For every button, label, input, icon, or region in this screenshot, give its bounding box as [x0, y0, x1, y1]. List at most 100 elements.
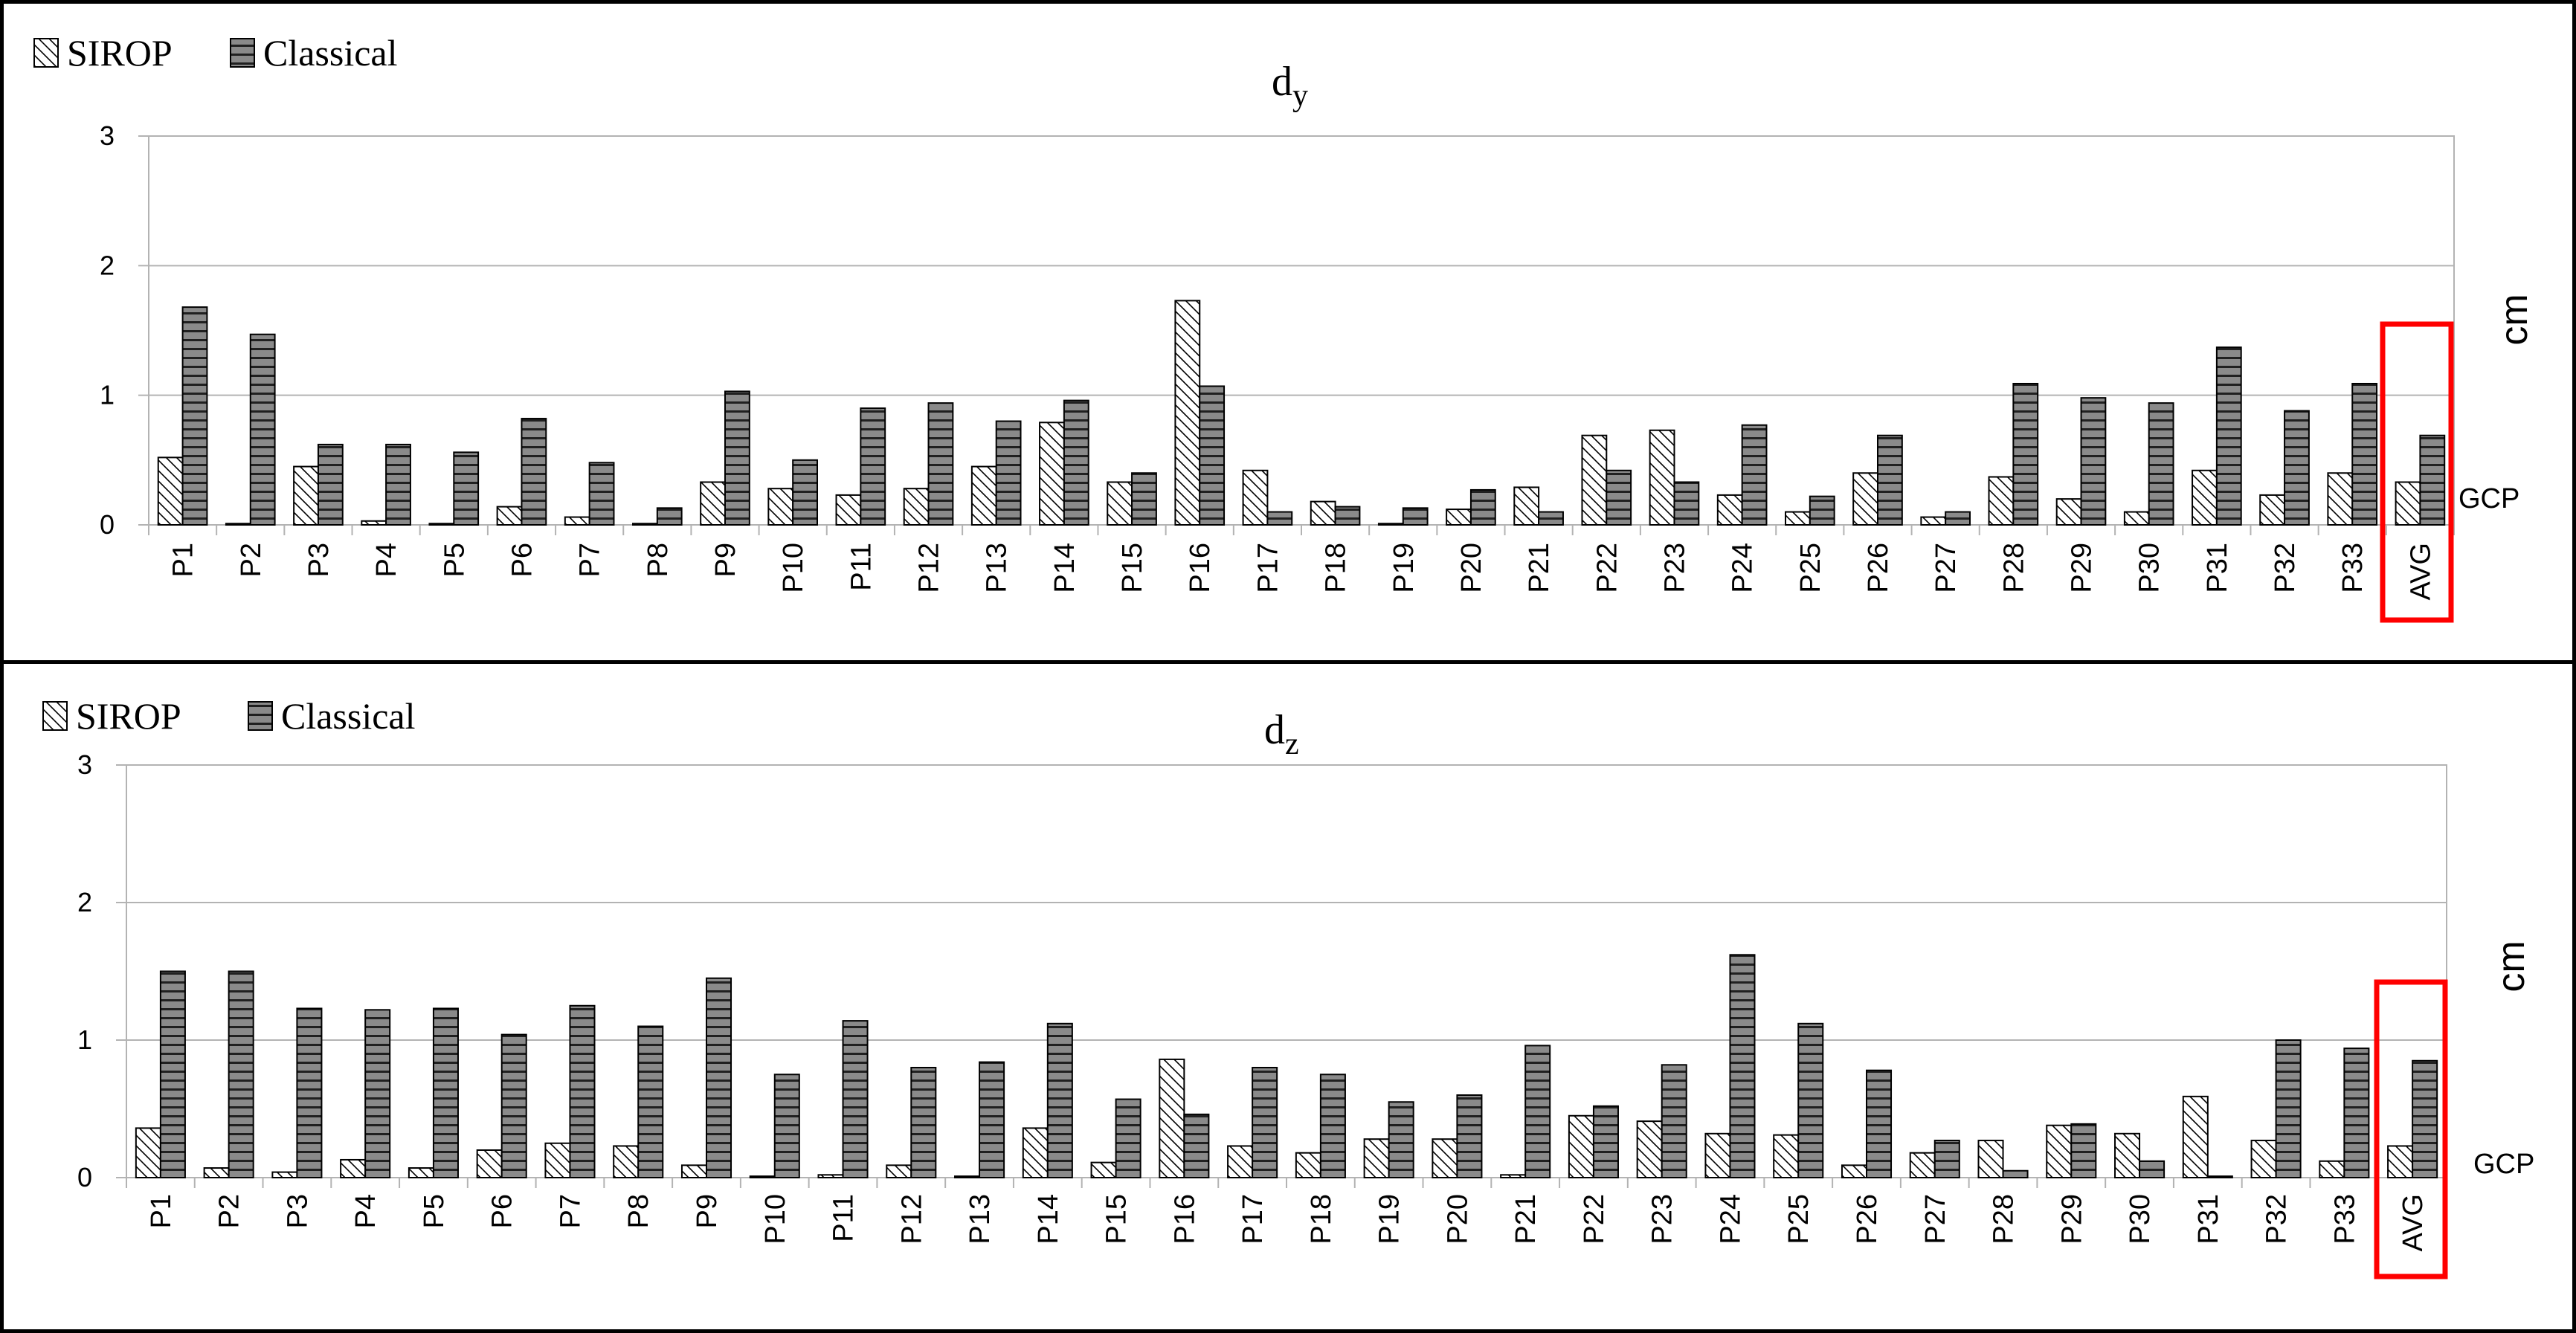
- bar-sirop-p30: [2114, 1132, 2141, 1179]
- bar-sirop-p25: [1785, 511, 1811, 526]
- bar-classical-p15: [1115, 1098, 1142, 1179]
- category-label: P19: [1388, 543, 1420, 593]
- bar-classical-avg: [2419, 434, 2446, 526]
- category-label: P3: [282, 1194, 313, 1228]
- bar-classical-p2: [228, 970, 254, 1178]
- bar-sirop-p10: [749, 1175, 776, 1179]
- bar-classical-p24: [1741, 424, 1768, 526]
- bar-sirop-p15: [1107, 481, 1133, 526]
- bar-sirop-p3: [293, 465, 319, 526]
- bar-sirop-p20: [1432, 1138, 1458, 1178]
- bar-sirop-p10: [767, 488, 794, 526]
- category-label: P1: [146, 1194, 177, 1228]
- bar-sirop-p16: [1159, 1058, 1185, 1179]
- bar-sirop-p9: [680, 1164, 708, 1178]
- category-label: P26: [1863, 543, 1894, 593]
- bar-classical-p7: [588, 462, 615, 526]
- y-tick-label: 2: [77, 887, 92, 917]
- bar-classical-p25: [1797, 1022, 1824, 1179]
- category-label: P30: [2134, 543, 2166, 593]
- bar-classical-p17: [1252, 1067, 1278, 1178]
- bar-classical-p28: [2012, 382, 2039, 526]
- y-tick-label: 0: [100, 509, 115, 540]
- bar-classical-p14: [1046, 1022, 1073, 1179]
- legend-label-sirop: SIROP: [76, 695, 181, 737]
- bar-classical-p28: [2002, 1169, 2029, 1178]
- bar-sirop-p16: [1174, 300, 1201, 526]
- bar-sirop-p33: [2327, 472, 2354, 526]
- category-label: P29: [2056, 1194, 2087, 1245]
- bar-classical-p15: [1131, 472, 1157, 526]
- bar-classical-p16: [1183, 1113, 1210, 1179]
- category-label: P21: [1510, 1194, 1542, 1245]
- bar-sirop-p21: [1500, 1174, 1527, 1179]
- legend-swatch-classical: [230, 38, 255, 68]
- category-label: P24: [1715, 1194, 1746, 1245]
- bar-sirop-p9: [700, 481, 726, 526]
- bar-sirop-p3: [271, 1171, 298, 1178]
- category-label: P31: [2193, 1194, 2224, 1245]
- category-label: P14: [1033, 1194, 1064, 1245]
- bar-sirop-p27: [1909, 1152, 1936, 1178]
- category-label: P13: [965, 1194, 996, 1245]
- category-label: P24: [1727, 543, 1759, 593]
- bar-sirop-p21: [1513, 486, 1540, 526]
- bar-classical-p8: [637, 1025, 664, 1178]
- bar-classical-p6: [521, 418, 547, 526]
- category-label: P19: [1374, 1194, 1405, 1245]
- bar-classical-p12: [910, 1067, 937, 1178]
- bar-classical-p22: [1592, 1105, 1619, 1179]
- bar-classical-p29: [2070, 1123, 2097, 1178]
- category-label: P2: [214, 1194, 245, 1228]
- legend-label-classical: Classical: [281, 695, 416, 737]
- bar-sirop-p29: [2046, 1124, 2073, 1178]
- bar-sirop-p31: [2182, 1095, 2209, 1178]
- bar-classical-p30: [2148, 402, 2174, 526]
- y-tick-label: 3: [100, 120, 115, 151]
- bars: [157, 300, 2446, 526]
- category-label: P10: [778, 543, 809, 593]
- bar-classical-p23: [1673, 481, 1700, 526]
- category-label: P13: [982, 543, 1013, 593]
- category-label: P31: [2202, 543, 2233, 593]
- category-label: P17: [1252, 543, 1284, 593]
- legend-swatch-sirop: [33, 38, 59, 68]
- bar-sirop-p32: [2259, 494, 2286, 526]
- bar-sirop-p4: [340, 1158, 367, 1178]
- bar-classical-p20: [1456, 1094, 1483, 1178]
- category-labels: P1 P2 P3 P4 P5 P6 P7 P8 P9 P10 P11 P12 P13 P14 P15 P16 P…: [168, 543, 2437, 600]
- category-label: P27: [1920, 1194, 1951, 1245]
- bar-classical-p11: [842, 1020, 869, 1178]
- bar-classical-p14: [1063, 399, 1089, 526]
- category-label: P30: [2125, 1194, 2156, 1245]
- category-label: P20: [1442, 1194, 1473, 1245]
- bar-classical-p21: [1538, 511, 1564, 526]
- category-label: P16: [1185, 543, 1216, 593]
- bar-classical-p12: [927, 402, 954, 526]
- category-label: P32: [2270, 543, 2301, 593]
- bar-sirop-p19: [1363, 1138, 1390, 1178]
- bar-classical-p33: [2351, 382, 2378, 526]
- category-label: P11: [828, 1194, 860, 1242]
- bar-classical-p2: [249, 333, 276, 526]
- grid-lines: [148, 135, 2455, 535]
- bar-classical-p32: [2284, 410, 2310, 526]
- side-label: GCP: [2459, 483, 2519, 514]
- y-axis-ticks: 0 1 2 3: [100, 120, 149, 540]
- category-label: P12: [896, 1194, 927, 1245]
- category-label: P10: [760, 1194, 791, 1245]
- bar-sirop-p24: [1704, 1132, 1731, 1179]
- bar-sirop-p17: [1227, 1145, 1254, 1178]
- category-label: P11: [846, 543, 877, 591]
- side-label: GCP: [2473, 1149, 2534, 1180]
- category-label: P7: [575, 543, 606, 577]
- category-label: P3: [303, 543, 335, 577]
- category-label: P21: [1524, 543, 1555, 593]
- category-label: P6: [487, 1194, 518, 1228]
- bar-classical-p30: [2139, 1160, 2166, 1179]
- bar-sirop-p1: [135, 1127, 161, 1179]
- category-label: AVG: [2398, 1194, 2429, 1251]
- avg-highlight-box: [2380, 321, 2454, 623]
